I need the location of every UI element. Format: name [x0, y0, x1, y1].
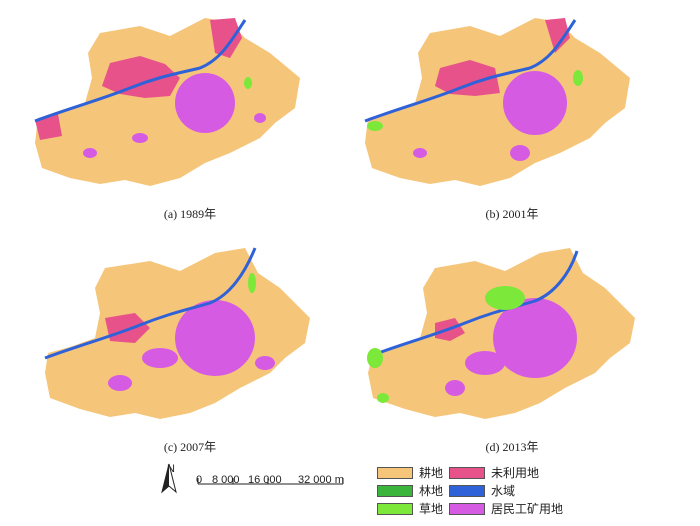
legend-label-cropland: 耕地: [419, 466, 444, 480]
unused-land-area: [545, 18, 570, 53]
river: [369, 250, 579, 358]
urban-area: [465, 351, 505, 375]
grassland-area: [367, 348, 383, 368]
scale-bar: [197, 478, 344, 485]
urban-area: [503, 71, 567, 135]
map-panel-2001: [360, 8, 640, 193]
grassland-area: [485, 286, 525, 310]
legend-label-forest: 林地: [419, 484, 444, 498]
grassland-area: [248, 273, 256, 293]
urban-area: [142, 348, 178, 368]
urban-area: [255, 356, 275, 370]
urban-area: [108, 375, 132, 391]
urban-area: [175, 73, 235, 133]
urban-area: [413, 148, 427, 158]
map-panel-2007: [40, 243, 320, 428]
legend: 耕地 林地 草地 未利用地 水域 居民工矿用地: [377, 464, 597, 524]
river: [44, 247, 257, 360]
unused-land-area: [105, 313, 150, 343]
map-panel-1989: [30, 8, 310, 193]
north-label: N: [167, 463, 175, 475]
caption-panel-b: (b) 2001年: [485, 207, 539, 221]
urban-area: [175, 300, 255, 376]
scale-label-16000: 16 000: [248, 474, 282, 486]
land-use-map-2001: [364, 18, 630, 186]
legend-item-forest: 林地: [377, 482, 443, 499]
scale-label-0: 0: [196, 474, 203, 486]
scale-label-8000: 8 000: [212, 474, 240, 486]
unused-land-area: [435, 60, 500, 96]
legend-item-urban: 居民工矿用地: [449, 500, 563, 517]
urban-area: [254, 113, 266, 123]
legend-swatch-water: [449, 484, 485, 497]
caption-panel-c: (c) 2007年: [163, 440, 217, 454]
legend-item-cropland: 耕地: [377, 464, 443, 481]
legend-label-water: 水域: [491, 484, 516, 498]
urban-area: [493, 298, 577, 378]
urban-area: [445, 380, 465, 396]
map-panel-2013: [365, 243, 645, 428]
legend-item-grassland: 草地: [377, 500, 443, 517]
legend-label-grassland: 草地: [419, 502, 444, 516]
land-use-map-2007: [44, 247, 310, 419]
legend-swatch-grassland: [377, 502, 413, 515]
legend-label-unused: 未利用地: [491, 466, 540, 480]
land-use-map-1989: [34, 18, 300, 186]
unused-land-area: [102, 56, 180, 98]
cropland-area: [35, 18, 300, 186]
legend-label-urban: 居民工矿用地: [491, 502, 564, 516]
urban-area: [510, 145, 530, 161]
legend-swatch-unused: [449, 466, 485, 479]
legend-swatch-forest: [377, 484, 413, 497]
legend-swatch-urban: [449, 502, 485, 515]
grassland-area: [573, 70, 583, 86]
scale-label-32000: 32 000 m: [298, 474, 344, 486]
unused-land-area: [210, 18, 242, 58]
river: [34, 19, 247, 123]
legend-item-unused: 未利用地: [449, 464, 539, 481]
urban-area: [83, 148, 97, 158]
cropland-area: [365, 18, 630, 186]
land-use-map-2013: [367, 248, 635, 419]
grassland-area: [377, 393, 389, 403]
caption-panel-a: (a) 1989年: [163, 207, 217, 221]
grassland-area: [244, 77, 252, 89]
legend-item-water: 水域: [449, 482, 515, 499]
unused-land-area: [35, 114, 62, 140]
river: [364, 19, 577, 123]
north-arrow-icon: [161, 463, 177, 494]
urban-area: [132, 133, 148, 143]
caption-panel-d: (d) 2013年: [485, 440, 539, 454]
legend-swatch-cropland: [377, 466, 413, 479]
grassland-area: [367, 121, 383, 131]
